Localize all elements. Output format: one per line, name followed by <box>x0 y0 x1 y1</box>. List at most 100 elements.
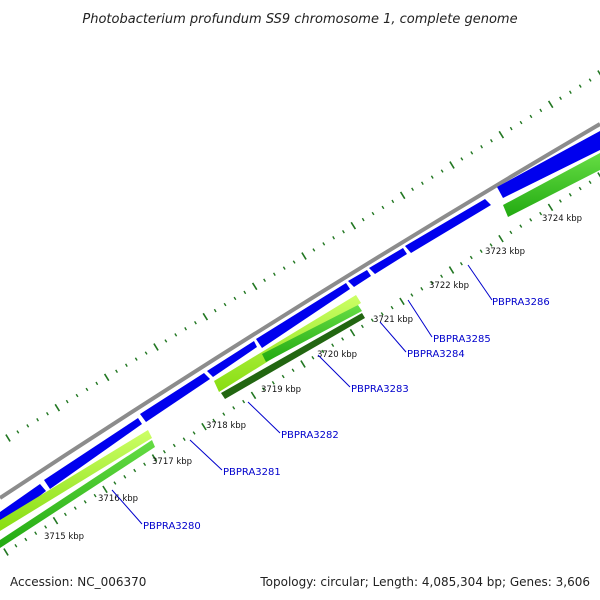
cds-arrow <box>348 270 371 287</box>
gene-bar <box>0 430 152 531</box>
major-tick <box>3 548 9 556</box>
minor-tick <box>75 393 79 398</box>
major-tick <box>153 343 159 351</box>
gene-leader-line <box>379 321 407 353</box>
major-tick <box>54 403 61 412</box>
minor-tick <box>124 363 128 367</box>
minor-tick <box>83 500 87 504</box>
minor-tick <box>489 243 493 247</box>
major-tick <box>498 130 505 139</box>
gene-leader-line <box>317 354 351 388</box>
minor-tick <box>519 120 523 125</box>
gene-label-pbpra3286[interactable]: PBPRA3286 <box>492 297 550 308</box>
minor-tick <box>559 96 562 100</box>
major-tick <box>102 485 108 494</box>
cds-arrow <box>369 248 407 274</box>
minor-tick <box>34 531 38 535</box>
minor-tick <box>232 406 236 410</box>
minor-tick <box>281 374 285 379</box>
cds-arrow <box>256 283 350 348</box>
gene-label-pbpra3283[interactable]: PBPRA3283 <box>351 384 409 395</box>
scale-labels: 3715 kbp 3716 kbp 3717 kbp 3718 kbp 3719… <box>44 214 582 542</box>
minor-tick <box>588 78 592 82</box>
minor-tick <box>115 369 118 373</box>
forward-cds-track <box>0 131 600 526</box>
minor-tick <box>272 272 276 276</box>
minor-tick <box>14 544 18 548</box>
gene-track <box>0 153 600 548</box>
minor-tick <box>341 337 345 341</box>
cds-arrow <box>140 373 210 422</box>
major-tick <box>151 454 158 462</box>
minor-tick <box>430 175 434 179</box>
minor-tick <box>361 217 365 222</box>
major-tick <box>300 360 306 368</box>
gene-bar <box>503 153 600 217</box>
gene-leader-line <box>247 401 281 434</box>
minor-tick <box>342 230 345 234</box>
scale-tick-label: 3718 kbp <box>206 421 246 431</box>
minor-tick <box>470 151 474 155</box>
minor-tick <box>26 424 30 428</box>
major-tick <box>597 172 600 178</box>
minor-tick <box>144 351 148 355</box>
gene-leader-line <box>407 299 433 338</box>
minor-tick <box>222 412 226 416</box>
map-title: Photobacterium profundum SS9 chromosome … <box>82 12 517 27</box>
minor-tick <box>568 90 572 94</box>
minor-tick <box>321 349 325 354</box>
scale-tick-label: 3722 kbp <box>429 281 469 291</box>
gene-label-pbpra3280[interactable]: PBPRA3280 <box>143 521 201 532</box>
minor-tick <box>184 327 188 331</box>
minor-tick <box>558 199 562 203</box>
minor-tick <box>519 224 523 228</box>
major-tick <box>201 422 207 431</box>
major-tick <box>547 203 554 212</box>
gene-label-pbpra3284[interactable]: PBPRA3284 <box>407 349 465 360</box>
major-tick <box>547 100 554 109</box>
minor-tick <box>194 321 197 325</box>
minor-tick <box>430 280 434 285</box>
minor-tick <box>223 302 227 307</box>
minor-tick <box>134 357 138 361</box>
minor-tick <box>93 493 97 498</box>
gene-label-pbpra3282[interactable]: PBPRA3282 <box>281 430 339 441</box>
minor-tick <box>282 266 286 270</box>
minor-tick <box>44 525 48 529</box>
minor-tick <box>539 211 543 216</box>
minor-tick <box>271 381 275 385</box>
major-tick <box>597 70 600 76</box>
cds-arrow <box>497 131 600 198</box>
cds-arrow <box>405 199 491 253</box>
minor-tick <box>65 399 69 404</box>
minor-tick <box>322 242 326 246</box>
scale-tick-label: 3724 kbp <box>542 214 582 224</box>
minor-tick <box>172 443 176 448</box>
outer-tick-ring <box>5 70 600 442</box>
gene-leader-line <box>111 489 143 525</box>
minor-tick <box>588 180 592 184</box>
minor-tick <box>371 211 375 216</box>
gene-callouts <box>111 264 493 525</box>
major-tick <box>202 312 209 321</box>
minor-tick <box>113 481 117 485</box>
minor-tick <box>24 537 28 542</box>
minor-tick <box>370 318 374 322</box>
minor-tick <box>390 305 394 310</box>
gene-bar <box>221 313 365 399</box>
gene-label-pbpra3281[interactable]: PBPRA3281 <box>223 467 281 478</box>
minor-tick <box>410 293 414 297</box>
minor-tick <box>509 230 513 235</box>
gene-bar <box>262 305 362 362</box>
minor-tick <box>469 255 473 260</box>
scale-tick-label: 3716 kbp <box>98 494 138 504</box>
minor-tick <box>529 114 533 119</box>
minor-tick <box>85 387 89 392</box>
minor-tick <box>420 287 424 291</box>
minor-tick <box>331 343 335 347</box>
gene-label-pbpra3285[interactable]: PBPRA3285 <box>433 334 491 345</box>
minor-tick <box>243 290 247 295</box>
major-tick <box>52 516 59 525</box>
minor-tick <box>381 205 385 210</box>
